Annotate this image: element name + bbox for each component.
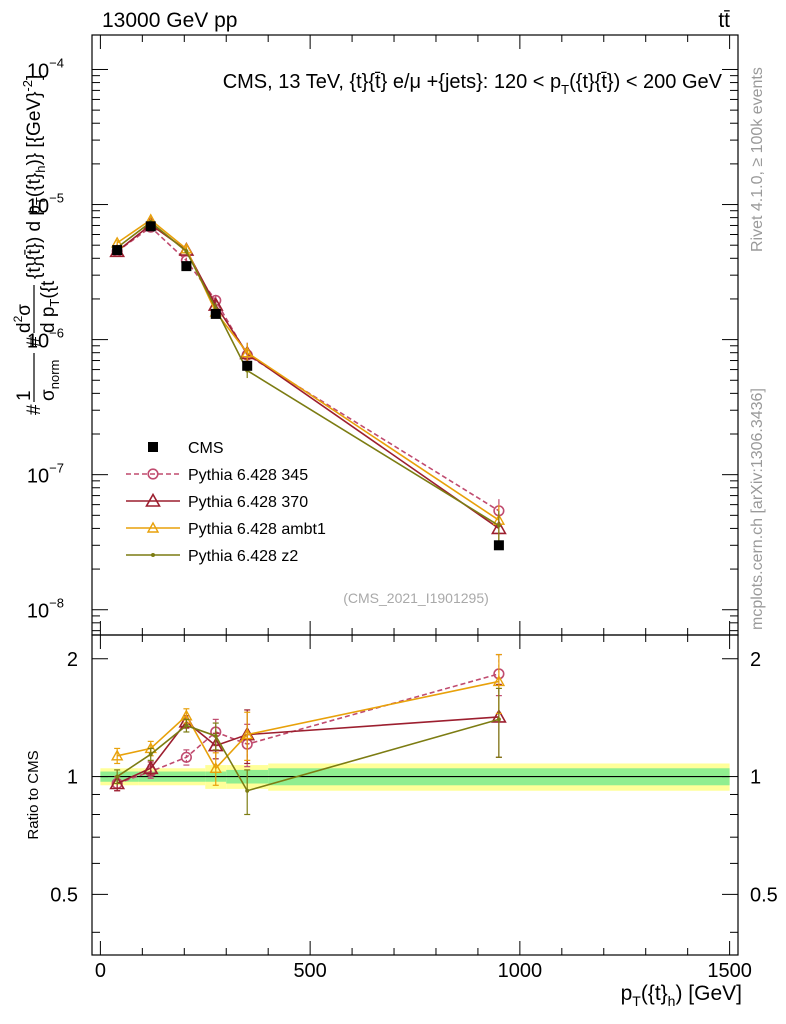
ratio-series-layer [109,653,507,816]
process-label: tt̄ [718,9,730,32]
ratio-point-pythia-6-428-z2 [148,752,153,757]
rivet-label: Rivet 4.1.0, ≥ 100k events [749,67,766,252]
main-panel-frame [91,34,739,636]
y-axis-label-one: 1 [14,390,35,401]
y-axis-label-hash2: # [24,336,45,347]
ratio-tick-label-right: 0.5 [750,884,778,906]
ratio-point-pythia-6-428-ambt1 [241,728,254,740]
series-point-pythia-6-428-z2 [496,523,501,528]
legend-label-cms: CMS [188,440,224,457]
data-point-cms [181,261,192,272]
x-tick-label: 0 [95,960,106,982]
ratio-point-pythia-6-428-370 [142,760,159,775]
x-tick-label: 1500 [707,960,752,982]
y-tick-label: 10−8 [27,596,64,623]
legend-label-pythia-6-428-345: Pythia 6.428 345 [188,467,308,484]
y-tick-label: 10−7 [27,461,64,488]
data-point-cms [493,540,504,551]
chart-title-sub: T [561,82,569,97]
ratio-point-pythia-6-428-370 [109,775,126,790]
ratio-tick-label-right: 2 [750,649,761,671]
ratio-point-pythia-6-428-ambt1 [110,749,124,761]
ratio-point-pythia-6-428-370 [207,737,224,752]
data-point-cms [242,360,253,371]
y-axis-label-hash: # [24,404,45,415]
series-line-pythia-6-428-z2 [116,221,500,527]
ratio-point-pythia-6-428-ambt1 [492,675,506,687]
main-series-layer [109,213,507,550]
x-axis-label: pT({t}h) [GeV] [621,982,742,1009]
ratio-point-pythia-6-428-z2 [115,774,120,779]
y-axis-label-rest: {t}{t̄}) d pT({t}h)} [{GeV}-2] [20,75,48,279]
y-tick-label: 10−6 [27,326,64,353]
legend-marker-cms [148,442,158,452]
y-axis-label-den: σnorm [38,360,62,401]
y-tick-label: 10−5 [27,191,64,218]
axis-ticks [92,35,738,955]
x-tick-label: 500 [293,960,326,982]
x-tick-label: 1000 [498,960,543,982]
legend: CMS Pythia 6.428 345 Pythia 6.428 370 Pythi… [126,440,326,565]
series-point-pythia-6-428-z2 [184,249,189,254]
data-point-cms [112,245,123,256]
ratio-tick-label-right: 1 [750,767,761,789]
ratio-point-pythia-6-428-345 [180,751,192,763]
energy-label: 13000 GeV pp [102,9,237,32]
legend-marker-pythia-6-428-370 [145,492,161,507]
analysis-id: (CMS_2021_I1901295) [343,590,489,606]
series-point-pythia-6-428-ambt1 [241,346,254,358]
chart-title-pre: CMS, 13 TeV, {t}{t̄} e/μ +{jets}: 120 < … [223,71,561,93]
data-point-cms [145,221,156,232]
axis-tick-labels: 0 500 1000 1500 10−8 10−7 10−6 10−5 10−4 0.5 0.5 1 1… [27,55,778,982]
ratio-line-pythia-6-428-ambt1 [116,680,500,770]
ratio-point-pythia-6-428-z2 [245,788,250,793]
y-axis-label: # 1 σnorm # d2σ d pT({t {t}{t̄}) d pT({t… [11,75,62,415]
cms-data-points [112,221,504,551]
ratio-point-pythia-6-428-z2 [213,733,218,738]
y-axis-label-frac2-den: d pT({t [38,280,62,333]
ratio-line-pythia-6-428-z2 [116,718,500,792]
ratio-point-pythia-6-428-z2 [496,717,501,722]
ratio-point-pythia-6-428-ambt1 [209,761,222,773]
data-point-cms [210,308,221,319]
mcplots-label: mcplots.cern.ch [arXiv:1306.3436] [749,388,766,630]
ratio-panel-frame [91,634,739,956]
chart-title-post: ({t}{t̄}) < 200 GeV [569,71,723,93]
legend-label-pythia-6-428-ambt1: Pythia 6.428 ambt1 [188,521,326,538]
ratio-tick-label-left: 0.5 [50,884,78,906]
legend-marker-pythia-6-428-345 [147,468,159,480]
legend-label-pythia-6-428-370: Pythia 6.428 370 [188,494,308,511]
chart-title: CMS, 13 TeV, {t}{t̄} e/μ +{jets}: 120 < … [223,71,723,97]
ratio-tick-label-left: 1 [67,767,78,789]
y-axis-label-frac2-num: d2σ [11,304,35,333]
y-tick-label: 10−4 [27,55,64,82]
ratio-tick-label-left: 2 [67,649,78,671]
legend-label-pythia-6-428-z2: Pythia 6.428 z2 [188,548,298,565]
legend-marker-pythia-6-428-ambt1 [146,521,160,533]
ratio-y-axis-label: Ratio to CMS [25,750,42,839]
legend-marker-pythia-6-428-z2 [151,553,155,557]
ratio-point-pythia-6-428-z2 [184,723,189,728]
